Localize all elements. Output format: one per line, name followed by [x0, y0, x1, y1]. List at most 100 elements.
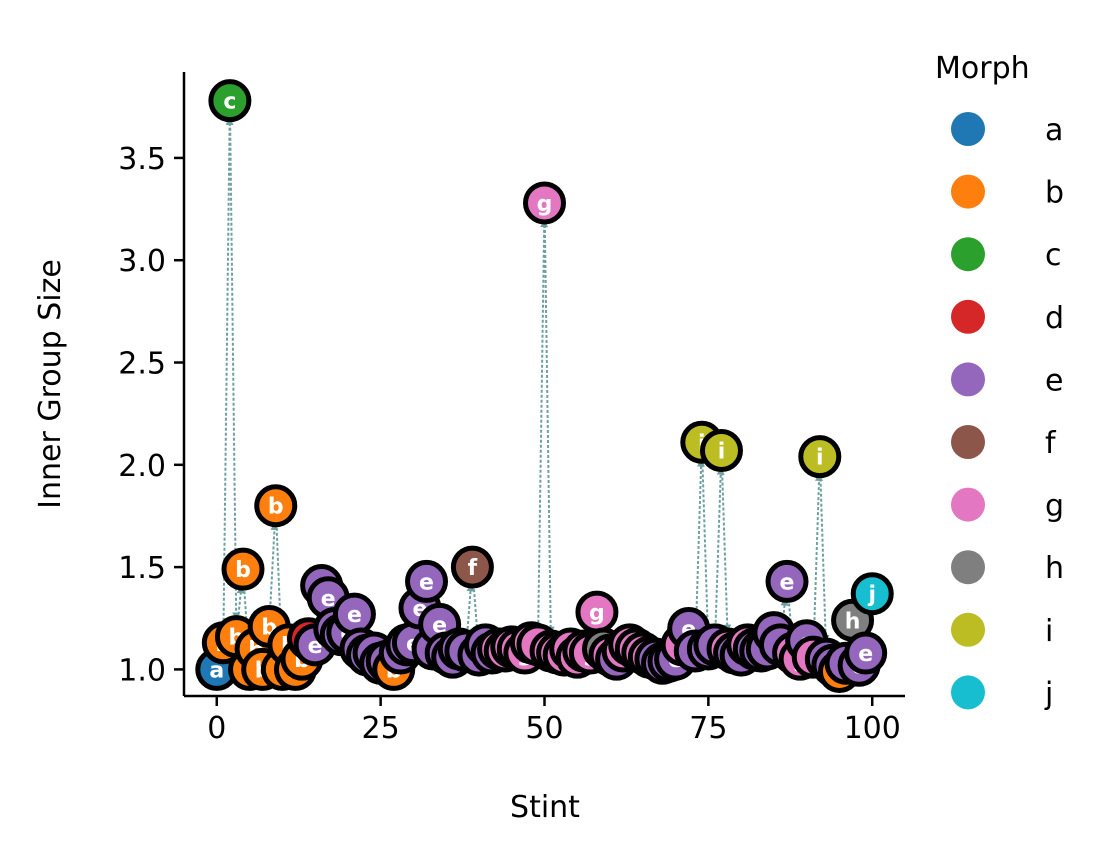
point-label: b: [235, 558, 251, 583]
x-tick-label: 100: [844, 711, 901, 746]
data-point: j: [850, 572, 894, 616]
point-marker: [221, 547, 265, 591]
data-point: e: [332, 592, 376, 636]
transition-arrow: [229, 117, 241, 621]
point-marker: [254, 484, 298, 528]
transition-arrow: [819, 473, 830, 643]
y-tick-label: 3.0: [118, 244, 166, 279]
transition-arrow: [222, 116, 234, 626]
legend-entry: i: [951, 612, 1053, 649]
point-label: c: [223, 90, 236, 115]
data-point: i: [798, 435, 842, 479]
data-point: b: [221, 547, 265, 591]
legend-label: j: [1044, 676, 1053, 711]
legend-marker: [951, 550, 985, 585]
legend-marker: [951, 112, 985, 146]
legend-marker: [951, 425, 985, 459]
data-point: g: [523, 181, 566, 225]
data-point: e: [405, 559, 449, 603]
transition-arrow: [275, 522, 286, 654]
data-point: e: [765, 559, 809, 603]
legend-label: e: [1045, 363, 1063, 398]
legend-label: c: [1045, 238, 1062, 273]
data-point: f: [450, 545, 494, 589]
x-tick-label: 50: [525, 711, 563, 746]
point-label: e: [419, 570, 434, 595]
y-axis-ticks: 1.0 1.5 2.0 2.5 3.0 3.5: [118, 142, 184, 688]
legend-label: b: [1045, 176, 1064, 211]
transition-arrow: [543, 220, 555, 635]
point-marker: [850, 572, 894, 616]
legend-title: Morph: [935, 51, 1030, 86]
x-tick-label: 25: [362, 711, 400, 746]
x-tick-label: 0: [207, 711, 226, 746]
transition-arrow: [714, 466, 725, 628]
point-label: e: [321, 587, 336, 612]
legend-marker: [951, 362, 985, 397]
legend-entry: c: [951, 237, 1062, 273]
legend-marker: [951, 675, 985, 710]
legend-entry: f: [951, 425, 1057, 461]
legend-marker: [951, 237, 985, 272]
point-label: f: [468, 556, 478, 581]
transition-arrow: [236, 585, 245, 620]
legend-label: i: [1045, 614, 1053, 649]
point-marker: [765, 559, 809, 603]
legend-label: d: [1045, 301, 1064, 336]
transition-arrow: [537, 219, 549, 628]
y-tick-label: 3.5: [118, 142, 166, 177]
point-label: b: [268, 495, 284, 520]
x-tick-label: 75: [689, 711, 727, 746]
point-label: h: [845, 609, 861, 634]
y-tick-label: 2.5: [118, 347, 166, 382]
x-axis-ticks: 0 25 50 75 100: [207, 696, 901, 746]
point-marker: [450, 545, 494, 589]
legend-marker: [951, 487, 985, 522]
data-points: abcbbbbbbbbbbbdeeeeeeeeeeeebeeeeeeeeeeef…: [195, 79, 894, 693]
legend-entry: g: [951, 487, 1064, 524]
y-axis-label: Inner Group Size: [33, 259, 68, 509]
point-label: g: [537, 192, 553, 217]
y-tick-label: 1.0: [118, 653, 166, 688]
legend-entry: h: [951, 550, 1064, 586]
x-axis-label: Stint: [510, 790, 580, 825]
data-point: g: [575, 590, 619, 634]
legend-label: h: [1045, 551, 1064, 586]
point-label: a: [209, 658, 224, 683]
legend-label: g: [1045, 489, 1064, 524]
data-point: e: [844, 631, 888, 675]
data-point: b: [254, 484, 298, 528]
legend-label: f: [1045, 426, 1057, 461]
point-label: i: [718, 439, 726, 464]
legend-label: a: [1045, 113, 1063, 148]
point-label: e: [780, 570, 795, 595]
legend-entry: a: [951, 112, 1063, 148]
transition-arrow: [701, 459, 712, 633]
legend-entry: d: [951, 299, 1064, 336]
legend-entry: j: [951, 675, 1053, 711]
transition-arrow: [269, 522, 279, 610]
point-marker: [405, 559, 449, 603]
transition-arrow: [721, 467, 732, 633]
y-tick-label: 1.5: [118, 551, 166, 586]
legend-marker: [951, 174, 985, 209]
transition-arrow: [694, 458, 706, 634]
legend-entry: b: [951, 174, 1064, 211]
point-label: g: [589, 601, 605, 626]
data-point: i: [699, 428, 743, 472]
point-marker: [699, 428, 743, 472]
legend-marker: [951, 612, 985, 647]
legend-marker: [951, 299, 985, 334]
data-point: c: [208, 79, 252, 123]
point-label: i: [816, 446, 824, 471]
transition-arrow: [812, 472, 823, 641]
transition-arrow: [466, 583, 475, 635]
point-label: e: [858, 642, 873, 667]
point-label: j: [867, 583, 876, 608]
y-tick-label: 2.0: [118, 449, 166, 484]
point-marker: [844, 631, 888, 675]
point-label: e: [347, 603, 362, 628]
point-marker: [798, 435, 842, 479]
